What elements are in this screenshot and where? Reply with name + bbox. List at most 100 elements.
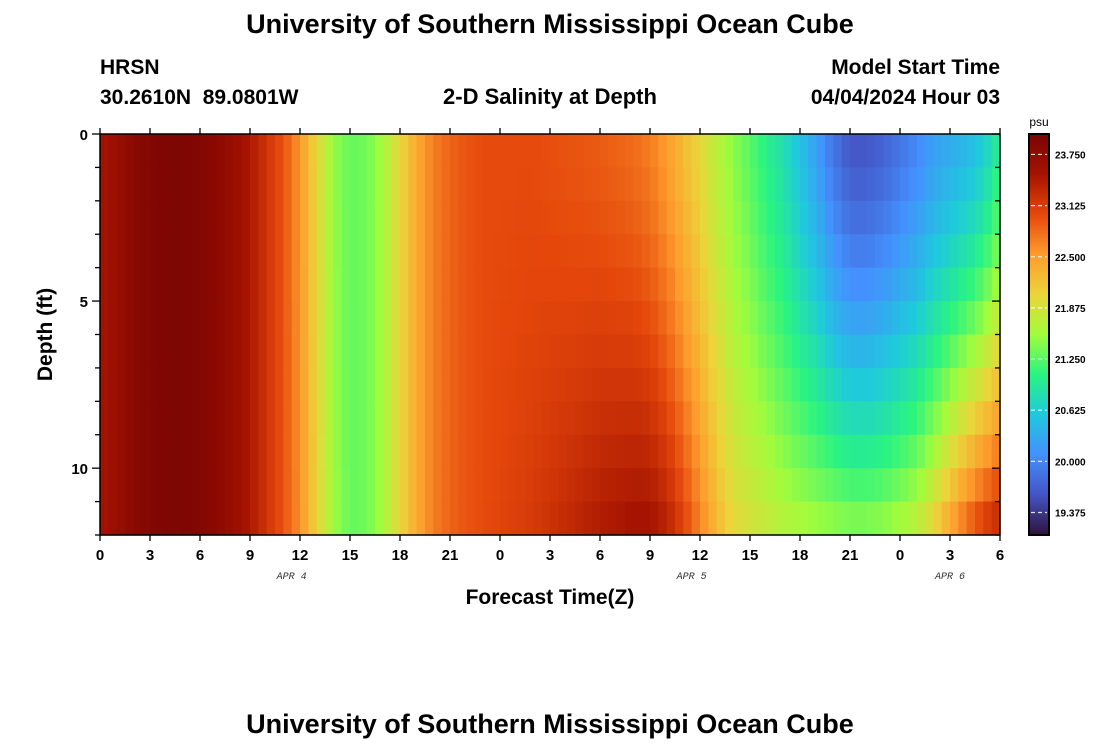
heatmap-cell [616,434,626,469]
heatmap-cell [300,267,309,302]
heatmap-cell [533,334,543,369]
heatmap-cell [450,401,459,436]
heatmap-cell [416,434,426,469]
heatmap-cell [983,434,993,469]
heatmap-cell [350,367,359,402]
heatmap-cell [116,234,126,269]
heatmap-cell [733,167,743,202]
heatmap-cell [291,200,301,235]
heatmap-cell [100,367,109,402]
heatmap-cell [175,401,184,436]
heatmap-cell [441,401,451,436]
heatmap-cell [208,367,218,402]
heatmap-cell [400,434,409,469]
heatmap-cell [583,434,593,469]
heatmap-cell [725,401,734,436]
heatmap-cell [133,267,143,302]
heatmap-cell [558,468,568,503]
heatmap-cell [683,301,693,336]
heatmap-cell [716,134,726,169]
heatmap-cell [850,301,859,336]
heatmap-cell [908,434,918,469]
heatmap-cell [750,301,759,336]
heatmap-cell [733,367,743,402]
heatmap-cell [916,200,926,235]
heatmap-cell [316,334,326,369]
heatmap-cell [475,234,484,269]
heatmap-cell [716,167,726,202]
heatmap-cell [508,301,518,336]
heatmap-cell [233,401,243,436]
heatmap-cell [183,234,193,269]
heatmap-cell [825,401,834,436]
heatmap-cell [308,434,318,469]
heatmap-cell [566,267,576,302]
heatmap-cell [558,367,568,402]
heatmap-cell [133,234,143,269]
heatmap-cell [266,334,276,369]
heatmap-cell [233,367,243,402]
heatmap-cell [758,334,768,369]
heatmap-cell [658,434,668,469]
heatmap-cell [850,334,859,369]
heatmap-cell [941,267,951,302]
heatmap-cell [858,501,868,536]
heatmap-cell [416,167,426,202]
heatmap-cell [500,401,509,436]
heatmap-cell [450,234,459,269]
heatmap-cell [841,134,851,169]
x-tick-label: 0 [896,547,904,564]
heatmap-cell [966,267,976,302]
heatmap-cell [908,134,918,169]
heatmap-cell [225,200,234,235]
heatmap-cell [216,501,226,536]
heatmap-cell [491,200,501,235]
heatmap-cell [700,134,709,169]
x-axis-title: Forecast Time(Z) [466,586,635,609]
heatmap-cell [325,167,334,202]
heatmap-cell [100,167,109,202]
heatmap-cell [725,267,734,302]
heatmap-cell [791,301,801,336]
heatmap-cell [891,301,901,336]
heatmap-cell [416,401,426,436]
heatmap-cell [858,134,868,169]
heatmap-cell [600,501,609,536]
heatmap-cell [233,134,243,169]
heatmap-cell [808,367,818,402]
heatmap-cell [783,334,793,369]
heatmap-cell [150,468,159,503]
heatmap-cell [541,501,551,536]
heatmap-cell [883,501,893,536]
heatmap-cell [741,334,751,369]
x-tick-label: 12 [692,547,709,564]
heatmap-cell [408,134,418,169]
heatmap-cell [883,401,893,436]
heatmap-cell [991,468,1001,503]
heatmap-cell [966,167,976,202]
heatmap-cell [783,267,793,302]
heatmap-cell [983,167,993,202]
heatmap-cell [233,434,243,469]
heatmap-cell [866,334,876,369]
heatmap-cell [225,334,234,369]
heatmap-cell [533,301,543,336]
heatmap-cell [933,200,943,235]
x-tick-label: 21 [842,547,859,564]
heatmap-cell [925,401,934,436]
heatmap-cell [775,501,784,536]
heatmap-cell [983,334,993,369]
heatmap-cell [708,334,718,369]
heatmap-cell [691,301,701,336]
heatmap-cell [591,167,601,202]
heatmap-cell [341,501,351,536]
heatmap-cell [366,301,376,336]
heatmap-cell [200,167,209,202]
heatmap-cell [208,167,218,202]
heatmap-cell [700,468,709,503]
heatmap-cell [400,501,409,536]
heatmap-cell [950,267,959,302]
heatmap-cell [633,301,643,336]
heatmap-cell [783,134,793,169]
heatmap-cell [616,401,626,436]
